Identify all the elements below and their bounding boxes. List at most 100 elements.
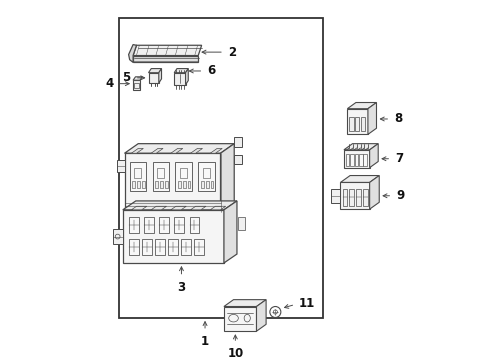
Bar (160, 181, 163, 188)
Polygon shape (346, 109, 367, 134)
Polygon shape (174, 68, 188, 73)
Polygon shape (151, 148, 163, 153)
Polygon shape (343, 144, 377, 150)
Polygon shape (190, 148, 202, 153)
Text: 11: 11 (298, 297, 314, 310)
Polygon shape (367, 103, 376, 134)
Text: 9: 9 (396, 189, 404, 202)
Text: 10: 10 (227, 347, 243, 360)
Text: 3: 3 (177, 281, 185, 294)
Text: 4: 4 (105, 77, 113, 90)
Polygon shape (234, 155, 241, 164)
Polygon shape (224, 201, 237, 263)
Bar (157, 168, 164, 178)
Bar (205, 181, 208, 188)
Polygon shape (343, 150, 369, 168)
Text: 5: 5 (122, 71, 130, 84)
Bar (134, 168, 141, 178)
Polygon shape (129, 239, 138, 256)
Bar (349, 154, 353, 166)
Bar (187, 181, 190, 188)
Polygon shape (220, 144, 234, 212)
Bar (155, 181, 158, 188)
Polygon shape (369, 176, 379, 209)
Polygon shape (131, 206, 146, 210)
Polygon shape (330, 189, 340, 203)
Bar (342, 189, 346, 206)
Polygon shape (170, 206, 186, 210)
Bar (129, 162, 146, 191)
Polygon shape (234, 138, 241, 147)
Text: 2: 2 (227, 46, 236, 59)
Polygon shape (133, 80, 140, 90)
Polygon shape (112, 229, 122, 244)
Polygon shape (133, 55, 198, 62)
Polygon shape (128, 45, 136, 62)
Polygon shape (190, 206, 205, 210)
Polygon shape (155, 239, 164, 256)
Bar (137, 181, 140, 188)
Polygon shape (144, 217, 153, 233)
Polygon shape (181, 239, 190, 256)
Bar (362, 189, 367, 206)
Bar (148, 73, 159, 83)
Polygon shape (168, 239, 177, 256)
Bar (183, 181, 185, 188)
Polygon shape (189, 217, 199, 233)
Text: 1: 1 (201, 335, 209, 348)
Polygon shape (122, 201, 237, 210)
Text: 7: 7 (394, 152, 403, 165)
Polygon shape (122, 210, 224, 263)
Bar (354, 154, 357, 166)
Bar (349, 117, 353, 131)
Bar (180, 168, 186, 178)
Polygon shape (148, 68, 161, 73)
Bar (164, 181, 167, 188)
Polygon shape (117, 160, 124, 172)
Text: 8: 8 (393, 112, 402, 126)
Bar (354, 117, 359, 131)
Bar (238, 217, 244, 230)
Polygon shape (185, 68, 188, 85)
Polygon shape (131, 148, 143, 153)
Polygon shape (340, 183, 369, 209)
Bar (346, 154, 349, 166)
Polygon shape (224, 300, 265, 306)
Polygon shape (170, 148, 183, 153)
Bar (152, 162, 169, 191)
Bar (201, 181, 203, 188)
Bar (175, 162, 191, 191)
Bar (363, 154, 366, 166)
Polygon shape (224, 306, 256, 331)
Bar (348, 189, 353, 206)
Polygon shape (369, 144, 377, 168)
Polygon shape (174, 217, 183, 233)
Bar (210, 181, 213, 188)
Polygon shape (256, 300, 265, 331)
Bar (203, 168, 209, 178)
Bar (178, 181, 181, 188)
Polygon shape (159, 217, 168, 233)
Polygon shape (124, 153, 220, 212)
Bar (198, 162, 214, 191)
Bar (132, 181, 135, 188)
Polygon shape (210, 148, 222, 153)
Polygon shape (142, 239, 151, 256)
Bar (119, 18, 323, 318)
Bar (355, 189, 360, 206)
Bar (142, 181, 144, 188)
Bar (174, 73, 185, 85)
Polygon shape (346, 103, 376, 109)
Polygon shape (133, 45, 201, 55)
Polygon shape (210, 206, 225, 210)
Bar (134, 83, 138, 89)
Polygon shape (124, 144, 234, 153)
Bar (360, 117, 365, 131)
Polygon shape (129, 217, 138, 233)
Polygon shape (340, 176, 379, 183)
Polygon shape (159, 68, 161, 83)
Polygon shape (133, 77, 142, 80)
Text: 6: 6 (207, 64, 215, 77)
Bar (358, 154, 362, 166)
Polygon shape (194, 239, 203, 256)
